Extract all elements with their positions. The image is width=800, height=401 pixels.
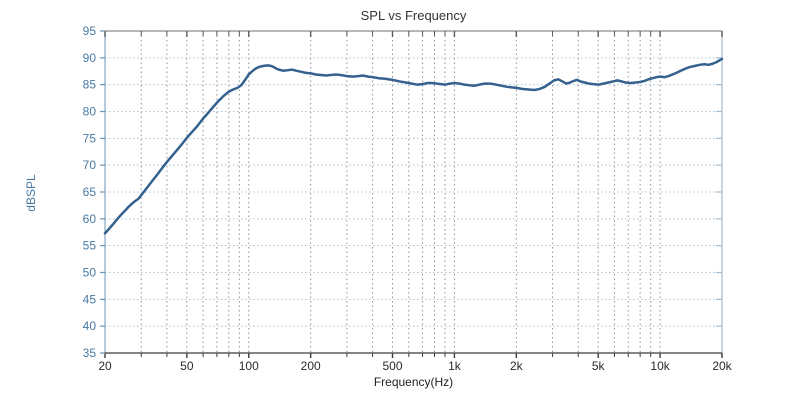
y-tick-label: 45: [83, 292, 97, 306]
x-tick-label: 100: [239, 359, 259, 373]
y-tick-label: 65: [83, 185, 97, 199]
y-tick-label: 55: [83, 239, 97, 253]
chart-title: SPL vs Frequency: [360, 8, 467, 23]
x-tick-label: 10k: [650, 359, 670, 373]
y-tick-label: 80: [83, 105, 97, 119]
x-tick-label: 20k: [712, 359, 732, 373]
x-tick-label: 5k: [592, 359, 606, 373]
y-tick-label: 50: [83, 266, 97, 280]
x-tick-label: 20: [98, 359, 112, 373]
x-tick-label: 2k: [510, 359, 524, 373]
x-tick-label: 50: [180, 359, 194, 373]
horizontal-gridlines: [105, 57, 722, 327]
y-tick-label: 40: [83, 319, 97, 333]
x-tick-label: 500: [382, 359, 402, 373]
y-tick-label: 60: [83, 212, 97, 226]
y-tick-label: 85: [83, 78, 97, 92]
x-tick-labels: 20 50 100 200 500 1k 2k 5k 10k 20k: [98, 359, 732, 373]
x-tick-label: 200: [301, 359, 321, 373]
y-tick-label: 70: [83, 158, 97, 172]
y-tick-label: 95: [83, 24, 97, 38]
y-tick-label: 75: [83, 131, 97, 145]
axis-ticks: [100, 30, 723, 358]
x-axis-label: Frequency(Hz): [373, 375, 454, 389]
y-axis-label: dBSPL: [24, 174, 38, 212]
y-tick-labels: 35 40 45 50 55 60 65 70 75 80 85 90 95: [83, 24, 97, 360]
x-tick-label: 1k: [448, 359, 462, 373]
spl-curve: [103, 57, 724, 235]
y-tick-label: 90: [83, 51, 97, 65]
y-tick-label: 35: [83, 346, 97, 360]
